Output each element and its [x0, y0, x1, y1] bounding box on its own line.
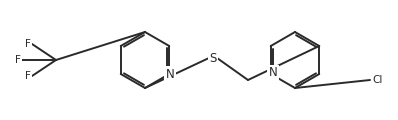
Text: S: S — [209, 51, 217, 65]
Text: F: F — [25, 39, 31, 49]
Text: F: F — [25, 71, 31, 81]
Text: N: N — [166, 67, 175, 81]
Text: Cl: Cl — [373, 75, 383, 85]
Text: N: N — [268, 66, 277, 79]
Text: F: F — [15, 55, 21, 65]
